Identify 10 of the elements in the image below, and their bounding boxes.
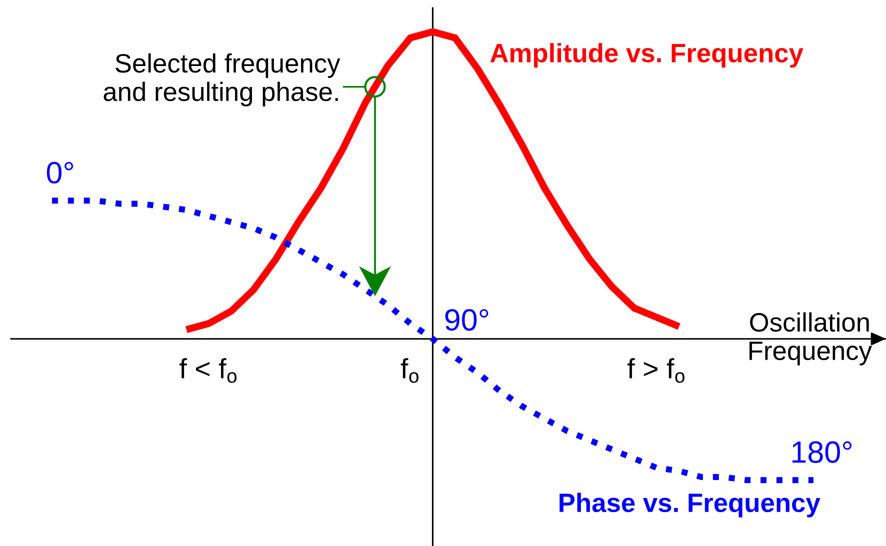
annotation: 0° xyxy=(46,162,74,184)
x-tick-label: f < f$_{o}$ xyxy=(180,358,237,383)
x-tick-label: f$_{o}$ xyxy=(400,358,418,383)
series-label: Amplitude vs. Frequency xyxy=(490,43,804,68)
x-tick-label: f > f$_{o}$ xyxy=(627,358,684,383)
annotation: Selected frequency and resulting phase. xyxy=(104,53,340,106)
annotation: 180° xyxy=(792,441,852,463)
series-label: Phase vs. Frequency xyxy=(560,492,820,518)
annotation: 90° xyxy=(445,309,488,331)
x-axis-title: Oscillation Frequency xyxy=(750,312,872,366)
